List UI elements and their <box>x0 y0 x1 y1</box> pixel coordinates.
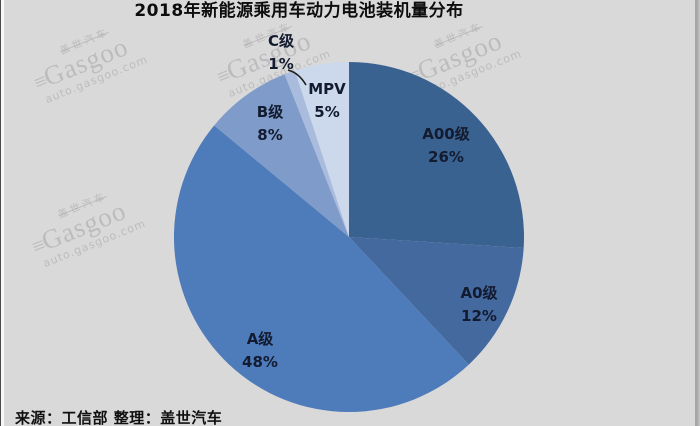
slice-percentage: 12% <box>461 307 497 325</box>
slice-percentage: 5% <box>314 103 340 121</box>
left-edge-strip <box>1 0 4 426</box>
slice-percentage: 8% <box>257 126 283 144</box>
left-edge-line <box>0 0 1 426</box>
pie-slice-A级 <box>173 125 469 413</box>
slice-label-A0级: A0级 12% <box>460 282 497 328</box>
slice-percentage: 26% <box>428 148 464 166</box>
pie-slice-A00级 <box>349 62 524 248</box>
slice-name: MPV <box>308 80 346 98</box>
slice-percentage: 1% <box>268 55 294 73</box>
slice-label-A级: A级 48% <box>242 328 278 374</box>
pie-slice-C级 <box>284 70 349 237</box>
pie-slice-B级 <box>214 74 349 237</box>
slice-name: A00级 <box>422 125 470 143</box>
pie-slice-MPV <box>294 62 349 237</box>
slice-percentage: 48% <box>242 353 278 371</box>
slice-label-A00级: A00级 26% <box>422 123 469 169</box>
slice-name: A0级 <box>460 284 498 302</box>
chart-title: 2018年新能源乘用车动力电池装机量分布 <box>134 1 464 21</box>
slice-name: A级 <box>246 330 274 348</box>
slice-label-B级: B级 8% <box>257 101 283 147</box>
slice-label-MPV: MPV 5% <box>308 78 346 124</box>
slice-name: C级 <box>267 32 295 50</box>
right-edge-strip <box>695 0 700 426</box>
source-attribution: 来源：工信部 整理：盖世汽车 <box>15 409 223 426</box>
c-class-leader-line <box>287 69 307 86</box>
pie-slice-A0级 <box>349 237 524 365</box>
slice-name: B级 <box>256 103 284 121</box>
slice-label-C级: C级 1% <box>268 30 294 76</box>
